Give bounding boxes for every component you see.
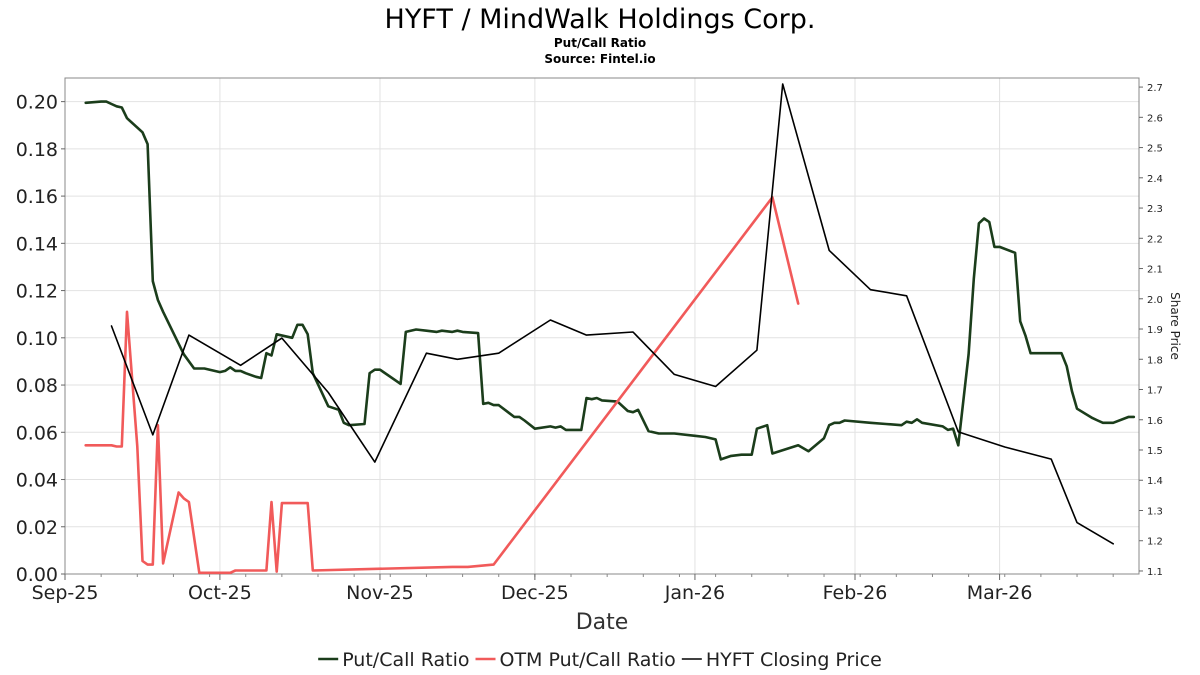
y-left-tick-label: 0.02	[16, 517, 58, 539]
x-tick-label: Mar-26	[967, 582, 1033, 604]
y-right-tick-label: 2.4	[1147, 174, 1163, 185]
legend: Put/Call Ratio OTM Put/Call Ratio HYFT Clo…	[318, 649, 882, 671]
x-tick-label: Oct-25	[188, 582, 252, 604]
y-right-tick-label: 2.6	[1147, 113, 1163, 124]
right-axis-label: Share Price	[1168, 292, 1182, 360]
legend-label-1: Put/Call Ratio	[342, 649, 469, 671]
y-right-tick-label: 2.7	[1147, 83, 1163, 94]
y-right-tick-label: 1.2	[1147, 537, 1163, 548]
y-left-tick-label: 0.08	[16, 375, 58, 397]
legend-label-3: HYFT Closing Price	[706, 649, 882, 671]
y-left-tick-label: 0.12	[16, 281, 58, 303]
y-right-tick-label: 1.4	[1147, 476, 1163, 487]
x-tick-label: Dec-25	[501, 582, 569, 604]
y-left-tick-label: 0.16	[16, 186, 58, 208]
y-left-tick-label: 0.06	[16, 422, 58, 444]
series-line-1	[84, 100, 1136, 461]
chart-title: HYFT / MindWalk Holdings Corp.	[385, 4, 816, 35]
legend-label-2: OTM Put/Call Ratio	[500, 649, 676, 671]
y-left-tick-label: 0.10	[16, 328, 58, 350]
y-right-tick-label: 1.1	[1147, 567, 1163, 578]
x-tick-label: Sep-25	[32, 582, 99, 604]
y-left-tick-label: 0.04	[16, 470, 58, 492]
y-right-tick-label: 1.9	[1147, 325, 1163, 336]
series-lines	[84, 83, 1136, 575]
y-left-tick-label: 0.20	[16, 92, 58, 114]
x-tick-label: Nov-25	[346, 582, 414, 604]
chart-subtitle: Put/Call Ratio	[554, 36, 646, 50]
plot-frame	[64, 77, 1140, 575]
y-right-tick-label: 2.5	[1147, 144, 1163, 155]
x-axis-label: Date	[576, 610, 629, 635]
y-right-tick-label: 2.1	[1147, 265, 1163, 276]
y-right-tick-label: 2.2	[1147, 234, 1163, 245]
x-tick-label: Jan-26	[664, 582, 725, 604]
gridlines	[64, 78, 1139, 575]
series-line-3	[110, 83, 1114, 545]
y-right-tick-label: 1.7	[1147, 386, 1163, 397]
y-right-tick-label: 1.3	[1147, 506, 1163, 517]
y-right-tick-label: 1.6	[1147, 416, 1163, 427]
y-left-tick-label: 0.14	[16, 233, 58, 255]
y-right-tick-label: 1.5	[1147, 446, 1163, 457]
y-left-tick-label: 0.18	[16, 139, 58, 161]
x-tick-label: Feb-26	[823, 582, 888, 604]
y-right-tick-label: 1.8	[1147, 355, 1163, 366]
y-left-tick-label: 0.00	[16, 564, 58, 586]
chart-source: Source: Fintel.io	[544, 52, 655, 66]
y-right-tick-label: 2.3	[1147, 204, 1163, 215]
y-right-tick-label: 2.0	[1147, 295, 1163, 306]
axis-ticks: 0.00 0.02 0.04 0.06 0.08 0.10 0.12 0.14 0.16 0.18…	[16, 83, 1163, 604]
